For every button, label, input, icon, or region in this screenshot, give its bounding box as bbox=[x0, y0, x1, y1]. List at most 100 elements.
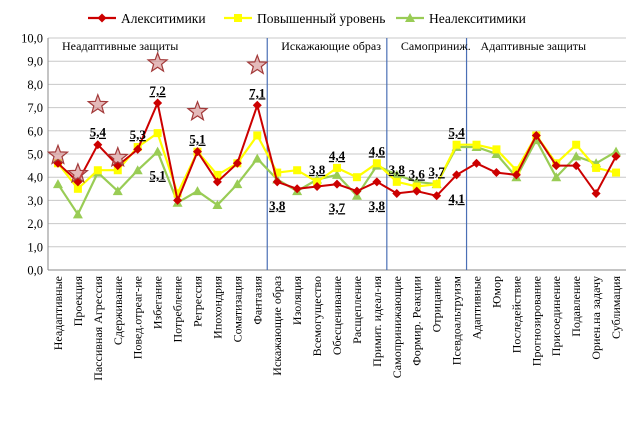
x-tick-label: Расщепление bbox=[350, 276, 364, 344]
x-tick-label: Ипохондрия bbox=[210, 276, 224, 339]
data-point bbox=[492, 145, 501, 154]
data-point bbox=[293, 166, 302, 175]
data-point bbox=[253, 131, 262, 140]
data-point bbox=[313, 177, 322, 186]
data-point bbox=[372, 159, 381, 168]
x-tick-label: Обесценивание bbox=[330, 276, 344, 355]
data-point bbox=[112, 186, 123, 196]
value-label: 7,2 bbox=[149, 83, 165, 98]
x-tick-label: Сублимация bbox=[609, 276, 623, 339]
x-tick-label: Проекция bbox=[71, 276, 85, 327]
data-point bbox=[591, 188, 601, 198]
value-label: 5,1 bbox=[149, 168, 165, 183]
x-tick-label: Сдерживание bbox=[111, 276, 125, 345]
series-2 bbox=[53, 129, 621, 198]
data-point bbox=[133, 144, 143, 154]
data-point bbox=[292, 184, 302, 194]
data-point bbox=[572, 140, 581, 149]
data-point bbox=[272, 177, 282, 187]
value-label: 5,3 bbox=[130, 127, 147, 142]
value-label: 5,4 bbox=[90, 125, 107, 140]
data-point bbox=[73, 184, 82, 193]
value-label: 3,8 bbox=[269, 198, 286, 213]
value-label: 4,1 bbox=[448, 191, 464, 206]
data-point bbox=[72, 209, 83, 219]
data-point bbox=[372, 177, 382, 187]
x-tick-label: Псевдоальтруизм bbox=[450, 276, 464, 366]
data-point bbox=[611, 151, 621, 161]
data-point bbox=[52, 179, 63, 189]
value-label: 7,1 bbox=[249, 85, 265, 100]
x-tick-label: Формир. Реакции bbox=[410, 275, 424, 365]
value-label: 3,7 bbox=[329, 200, 346, 215]
data-point bbox=[472, 140, 481, 149]
data-point bbox=[153, 129, 162, 138]
data-point bbox=[551, 161, 561, 171]
x-tick-label: Соматизация bbox=[230, 276, 244, 343]
x-tick-label: Избегание bbox=[151, 276, 165, 329]
data-point bbox=[511, 170, 521, 180]
data-point bbox=[113, 166, 122, 175]
data-point bbox=[412, 182, 421, 191]
data-point bbox=[232, 158, 242, 168]
y-tick-label: 1,0 bbox=[27, 240, 43, 254]
data-point bbox=[512, 166, 521, 175]
data-point bbox=[452, 140, 461, 149]
x-tick-label: Последействие bbox=[509, 276, 523, 353]
star-marker bbox=[246, 53, 269, 75]
data-point bbox=[212, 200, 223, 210]
y-tick-label: 7,0 bbox=[27, 101, 43, 115]
data-point bbox=[452, 170, 462, 180]
data-point bbox=[472, 158, 482, 168]
x-axis: Неадаптивные Проекция Пассивная Агрессия Сд… bbox=[51, 275, 623, 380]
x-tick-label: Прогнозирование bbox=[529, 276, 543, 366]
legend-entry: Повышенный уровень bbox=[224, 11, 385, 26]
x-tick-label: Изоляция bbox=[290, 276, 304, 326]
series-layer bbox=[52, 98, 622, 219]
value-label: 3,7 bbox=[429, 164, 446, 179]
series-1 bbox=[53, 98, 621, 205]
group-label: Неадаптивные защиты bbox=[62, 39, 178, 53]
y-axis: 0,0 1,0 2,0 3,0 4,0 5,0 6,0 7,0 8,0 9,0 10,0 bbox=[21, 32, 626, 278]
data-point bbox=[531, 130, 541, 140]
data-point bbox=[192, 186, 203, 196]
data-point bbox=[491, 149, 502, 158]
data-point bbox=[392, 177, 401, 186]
legend-marker bbox=[97, 13, 107, 23]
value-label: 3,8 bbox=[309, 162, 326, 177]
group-label: Самоприниж. bbox=[401, 39, 471, 53]
legend-label: Алекситимики bbox=[121, 11, 206, 26]
y-tick-label: 9,0 bbox=[27, 55, 43, 69]
legend-label: Неалекситимики bbox=[429, 11, 526, 26]
value-label: 3,8 bbox=[369, 198, 386, 213]
data-point bbox=[352, 173, 361, 182]
data-point bbox=[232, 179, 243, 189]
data-point bbox=[551, 172, 562, 182]
x-tick-label: Пассивная Агрессия bbox=[91, 276, 105, 381]
star-marker bbox=[46, 143, 70, 165]
data-point bbox=[333, 163, 341, 172]
star-marker bbox=[66, 162, 90, 184]
y-tick-label: 6,0 bbox=[27, 124, 43, 138]
data-point bbox=[252, 100, 262, 110]
value-label: 3,8 bbox=[389, 162, 406, 177]
data-point bbox=[412, 186, 422, 196]
y-tick-label: 2,0 bbox=[27, 217, 43, 231]
group-label: Искажающие образ bbox=[281, 39, 381, 53]
x-tick-label: Всемогущество bbox=[310, 276, 324, 356]
x-tick-label: Фантазия bbox=[250, 276, 264, 325]
x-tick-label: Потребление bbox=[171, 276, 185, 343]
data-point bbox=[432, 180, 441, 189]
legend-marker bbox=[405, 13, 415, 22]
x-tick-label: Примит. идеал-ия bbox=[370, 276, 384, 367]
group-labels: Неадаптивные защиты Искажающие образ Самоп… bbox=[62, 39, 586, 53]
legend: Алекситимики Повышенный уровень Неалексити… bbox=[88, 11, 526, 26]
value-label: 4,6 bbox=[369, 143, 386, 158]
star-marker bbox=[106, 145, 129, 168]
data-point bbox=[213, 170, 222, 179]
legend-label: Повышенный уровень bbox=[257, 11, 385, 26]
data-point bbox=[273, 168, 282, 177]
x-tick-label: Адаптивные bbox=[470, 276, 484, 340]
data-point bbox=[153, 98, 163, 108]
